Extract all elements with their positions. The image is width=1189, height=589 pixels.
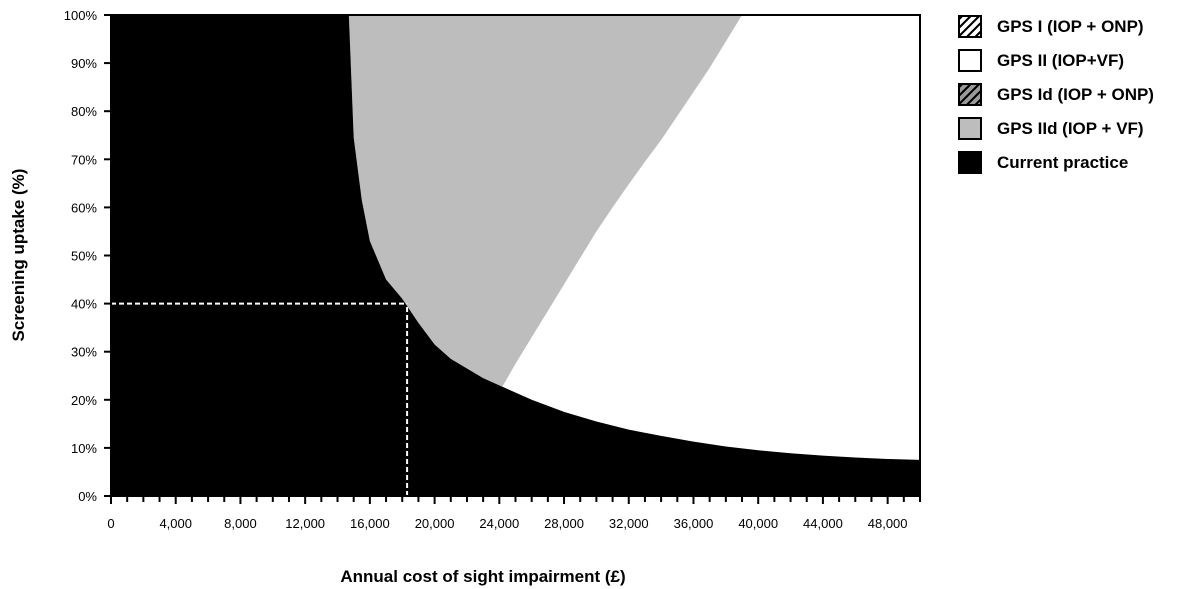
y-tick-label: 50% xyxy=(71,249,97,264)
legend-swatch-gps-iid xyxy=(958,117,982,140)
x-tick-label: 36,000 xyxy=(674,516,714,531)
x-tick-label: 48,000 xyxy=(868,516,908,531)
y-tick-label: 0% xyxy=(78,489,97,504)
y-tick-label: 70% xyxy=(71,152,97,167)
y-tick-label: 80% xyxy=(71,104,97,119)
y-tick-label: 30% xyxy=(71,345,97,360)
gps-iid-region xyxy=(348,15,743,387)
legend-label-gps-id: GPS Id (IOP + ONP) xyxy=(997,84,1154,104)
x-tick-label: 44,000 xyxy=(803,516,843,531)
y-tick-label: 90% xyxy=(71,56,97,71)
legend-label-current-practice: Current practice xyxy=(997,152,1129,172)
legend-item-gps-ii: GPS II (IOP+VF) xyxy=(958,49,1154,72)
legend-item-current-practice: Current practice xyxy=(958,151,1154,174)
x-tick-label: 4,000 xyxy=(159,516,192,531)
y-tick-label: 10% xyxy=(71,441,97,456)
legend-label-gps-iid: GPS IId (IOP + VF) xyxy=(997,118,1144,138)
legend: GPS I (IOP + ONP) GPS II (IOP+VF) GPS Id… xyxy=(958,15,1154,185)
legend-label-gps-ii: GPS II (IOP+VF) xyxy=(997,50,1125,70)
x-tick-label: 0 xyxy=(107,516,114,531)
legend-item-gps-iid: GPS IId (IOP + VF) xyxy=(958,117,1154,140)
legend-swatch-current-practice xyxy=(958,151,982,174)
x-axis: 0 4,000 8,000 12,000 16,000 20,000 24,000 28,00… xyxy=(107,496,921,531)
legend-swatch-gps-id xyxy=(958,83,982,106)
x-tick-label: 20,000 xyxy=(415,516,455,531)
x-axis-title: Annual cost of sight impairment (£) xyxy=(340,567,625,586)
legend-swatch-gps-ii xyxy=(958,49,982,72)
plot-area xyxy=(111,15,920,496)
y-tick-label: 60% xyxy=(71,200,97,215)
x-tick-label: 24,000 xyxy=(479,516,519,531)
x-tick-label: 28,000 xyxy=(544,516,584,531)
x-tick-label: 12,000 xyxy=(285,516,325,531)
y-tick-label: 20% xyxy=(71,393,97,408)
x-tick-label: 40,000 xyxy=(738,516,778,531)
x-tick-label: 8,000 xyxy=(224,516,257,531)
y-tick-label: 100% xyxy=(64,8,98,23)
x-tick-label: 16,000 xyxy=(350,516,390,531)
y-axis-title: Screening uptake (%) xyxy=(9,169,28,342)
legend-item-gps-i: GPS I (IOP + ONP) xyxy=(958,15,1154,38)
legend-item-gps-id: GPS Id (IOP + ONP) xyxy=(958,83,1154,106)
current-practice-region xyxy=(111,15,920,496)
y-axis: 0% 10% 20% 30% 40% 50% 60% 70% 80% 90% 100% xyxy=(64,8,111,504)
x-tick-label: 32,000 xyxy=(609,516,649,531)
y-tick-label: 40% xyxy=(71,297,97,312)
legend-label-gps-i: GPS I (IOP + ONP) xyxy=(997,16,1144,36)
legend-swatch-gps-i xyxy=(958,15,982,38)
